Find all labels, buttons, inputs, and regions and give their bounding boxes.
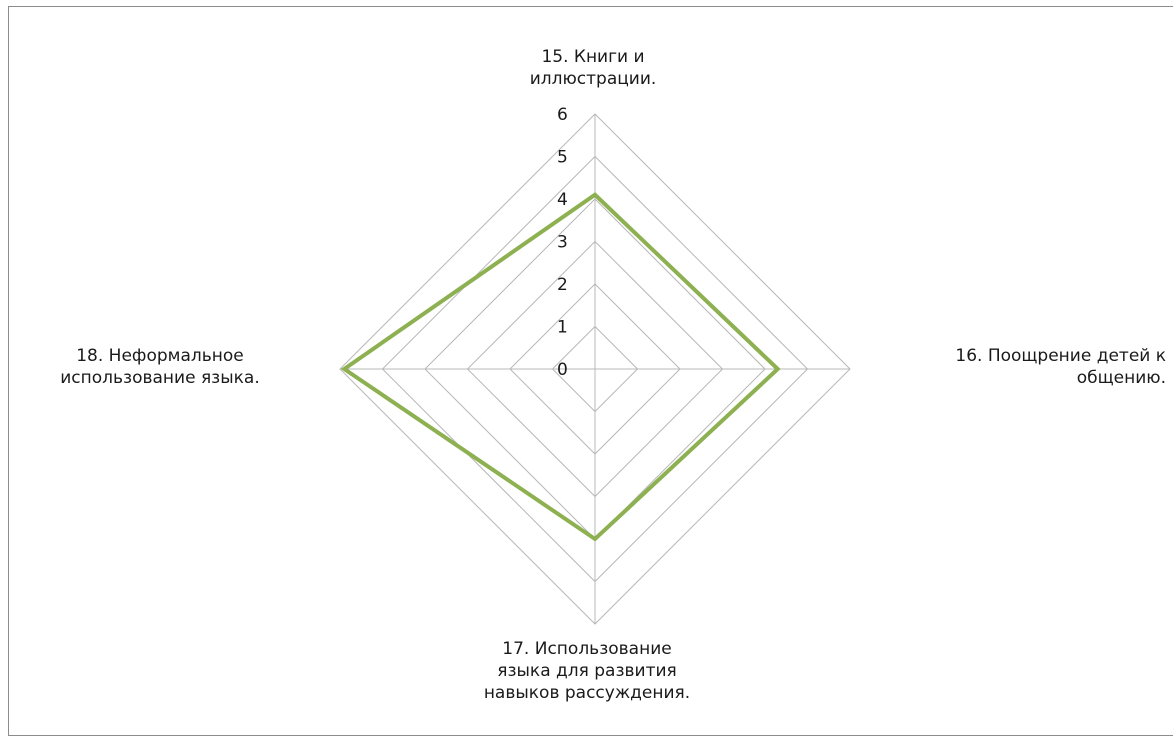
tick-label: 2 [557, 275, 568, 295]
category-label: общению. [1077, 368, 1166, 388]
radar-axes [340, 114, 850, 624]
category-label: 18. Неформальное [76, 346, 244, 366]
chart-frame [8, 6, 1173, 736]
tick-label: 0 [557, 360, 568, 380]
category-label: 17. Использование [502, 639, 671, 659]
tick-label: 1 [557, 318, 568, 338]
category-label: навыков рассуждения. [484, 683, 690, 703]
radar-series [340, 192, 781, 542]
category-label: 15. Книги и [541, 47, 644, 67]
radial-tick-labels: 0 1 2 3 4 5 6 [557, 105, 568, 380]
category-label: иллюстрации. [530, 69, 657, 89]
tick-label: 6 [557, 105, 568, 125]
series-line [340, 192, 781, 542]
tick-label: 3 [557, 233, 568, 253]
category-label: 16. Поощрение детей к [955, 346, 1166, 366]
tick-label: 4 [557, 190, 568, 210]
category-label: языка для развития [497, 661, 677, 681]
category-label: использование языка. [60, 368, 259, 388]
tick-label: 5 [557, 148, 568, 168]
